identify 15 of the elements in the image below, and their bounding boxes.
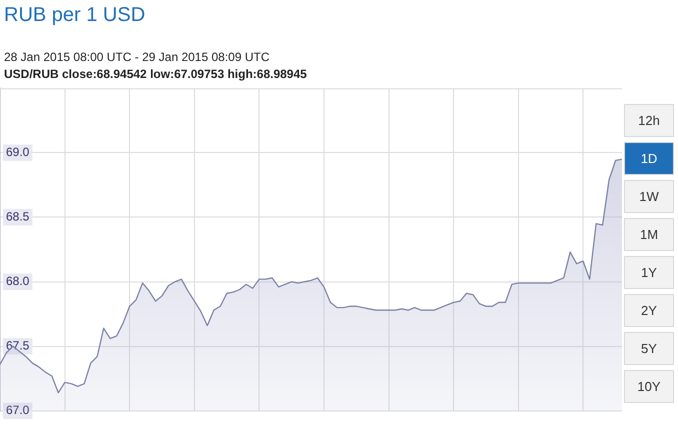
- text: USD/RUB close:68.94542 low:67.09753 high:68.98945: [4, 67, 307, 81]
- text: 10Y: [624, 370, 674, 403]
- y-tick-label: 69.0: [6, 145, 30, 160]
- y-tick-label: 67.0: [6, 403, 30, 418]
- text: 1M: [624, 218, 674, 251]
- chart-subtitle: 28 Jan 2015 08:00 UTC - 29 Jan 2015 08:09 UTC: [4, 50, 270, 64]
- text: 5Y: [624, 332, 674, 365]
- text: 1D: [624, 142, 674, 175]
- text: 1Y: [624, 256, 674, 289]
- y-tick-label: 68.5: [6, 210, 30, 224]
- chart-title: RUB per 1 USD: [4, 4, 146, 27]
- text: 12h: [624, 104, 674, 137]
- text: 1W: [624, 180, 674, 213]
- text: 2Y: [624, 294, 674, 327]
- y-tick-label: 68.0: [6, 274, 30, 288]
